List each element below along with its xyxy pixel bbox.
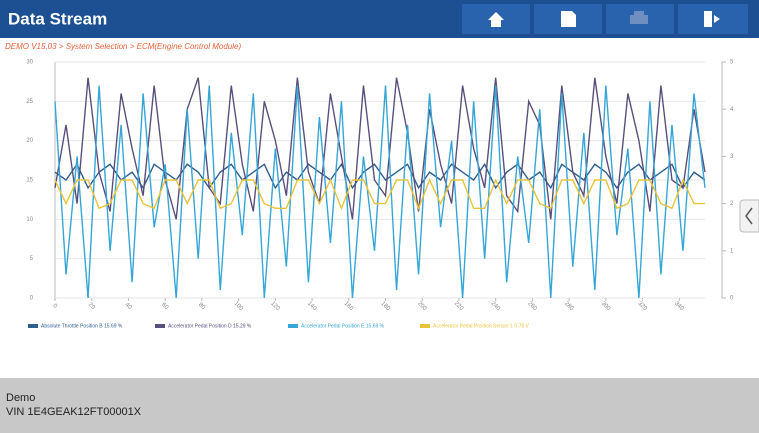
legend-swatch xyxy=(28,324,38,328)
x-tick-label: 100 xyxy=(233,301,245,313)
x-tick-label: 260 xyxy=(526,301,538,313)
x-tick-label: 180 xyxy=(379,301,391,313)
footer-bar xyxy=(0,378,759,433)
x-tick-label: 320 xyxy=(636,301,648,313)
x-tick-label: 80 xyxy=(197,302,206,311)
x-tick-label: 280 xyxy=(563,301,575,313)
breadcrumb: DEMO V15.03 > System Selection > ECM(Eng… xyxy=(5,42,241,51)
y-tick-label: 15 xyxy=(26,178,33,184)
x-tick-label: 20 xyxy=(87,302,96,311)
x-tick-label: 200 xyxy=(416,301,428,313)
footer-vin: VIN 1E4GEAK12FT00001X xyxy=(6,406,142,418)
y2-tick-label: 3 xyxy=(730,154,734,160)
y-tick-label: 10 xyxy=(26,217,33,223)
x-tick-label: 40 xyxy=(124,302,133,311)
legend-label: Accelerator Pedal Position E 15.69 % xyxy=(301,323,385,329)
x-tick-label: 300 xyxy=(600,301,612,313)
series-line xyxy=(54,77,706,220)
legend-label: Accelerator Pedal Position Sensor 1 0.78… xyxy=(433,323,530,329)
exit-button[interactable] xyxy=(678,4,748,34)
legend-label: Accelerator Pedal Position D 15.29 % xyxy=(168,323,252,329)
y2-tick-label: 4 xyxy=(730,107,734,113)
series-line xyxy=(54,85,706,299)
side-tab[interactable] xyxy=(739,199,759,233)
y2-tick-label: 5 xyxy=(730,60,734,66)
x-tick-label: 220 xyxy=(453,301,465,313)
side-tab-arrow xyxy=(745,207,753,225)
legend-swatch xyxy=(155,324,165,328)
x-tick-label: 160 xyxy=(343,301,355,313)
x-tick-label: 0 xyxy=(51,303,58,310)
y2-tick-label: 1 xyxy=(730,248,734,254)
y-tick-label: 5 xyxy=(30,256,34,262)
y-tick-label: 20 xyxy=(26,138,33,144)
y2-tick-label: 0 xyxy=(730,296,734,302)
legend-label: Absolute Throttle Position B 15.69 % xyxy=(41,323,123,329)
y-tick-label: 0 xyxy=(30,296,34,302)
print-button xyxy=(606,4,674,34)
x-tick-label: 120 xyxy=(269,301,281,313)
y2-tick-label: 2 xyxy=(730,201,734,207)
legend-swatch xyxy=(288,324,298,328)
series-line xyxy=(54,178,705,211)
report-button[interactable] xyxy=(534,4,602,34)
legend-swatch xyxy=(420,324,430,328)
x-tick-label: 140 xyxy=(306,301,318,313)
footer-name: Demo xyxy=(6,392,35,404)
x-tick-label: 240 xyxy=(490,301,502,313)
x-tick-label: 60 xyxy=(160,302,169,311)
y-tick-label: 30 xyxy=(26,60,33,66)
home-button[interactable] xyxy=(462,4,530,34)
y-tick-label: 25 xyxy=(26,99,33,105)
header-title: Data Stream xyxy=(8,9,107,28)
x-tick-label: 340 xyxy=(673,301,685,313)
